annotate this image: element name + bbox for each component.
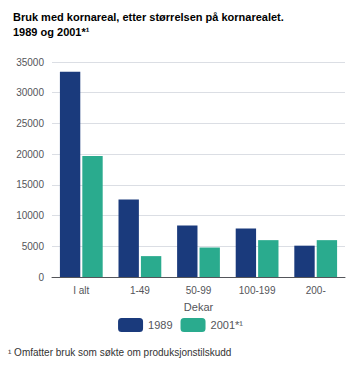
svg-text:30000: 30000	[16, 87, 44, 98]
svg-text:I alt: I alt	[73, 285, 89, 296]
svg-text:25000: 25000	[16, 118, 44, 129]
svg-text:¹ Omfatter bruk som søkte om p: ¹ Omfatter bruk som søkte om produksjons…	[8, 347, 231, 358]
svg-text:1989 og 2001*¹: 1989 og 2001*¹	[13, 26, 90, 38]
svg-text:10000: 10000	[16, 210, 44, 221]
svg-text:50-99: 50-99	[186, 285, 212, 296]
svg-text:1-49: 1-49	[130, 285, 150, 296]
svg-text:Bruk med kornareal, etter stør: Bruk med kornareal, etter størrelsen på …	[13, 11, 284, 23]
svg-text:1989: 1989	[148, 319, 172, 331]
svg-text:15000: 15000	[16, 179, 44, 190]
svg-text:2001*¹: 2001*¹	[211, 319, 244, 331]
svg-text:35000: 35000	[16, 57, 44, 68]
svg-text:100-199: 100-199	[239, 285, 276, 296]
svg-text:20000: 20000	[16, 149, 44, 160]
svg-text:0: 0	[38, 272, 44, 283]
svg-text:200-: 200-	[306, 285, 326, 296]
svg-text:5000: 5000	[22, 241, 45, 252]
svg-text:Dekar: Dekar	[184, 301, 214, 313]
